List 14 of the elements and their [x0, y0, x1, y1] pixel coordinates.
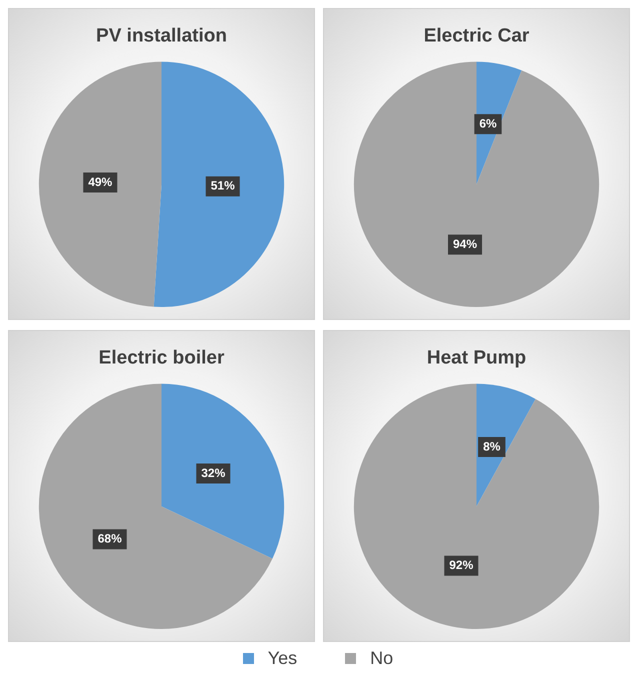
data-label: 32%	[201, 466, 226, 480]
legend-label: Yes	[268, 648, 298, 669]
legend-label: No	[370, 648, 394, 669]
data-label: 51%	[210, 178, 236, 193]
data-label: 8%	[483, 439, 501, 454]
data-label: 94%	[453, 236, 478, 251]
data-label: 49%	[88, 174, 113, 189]
chart-title: Electric boiler	[98, 348, 225, 369]
data-label: 68%	[98, 532, 122, 546]
chart-title: Electric Car	[424, 26, 530, 47]
chart-title: PV installation	[96, 26, 227, 47]
data-label: 6%	[479, 116, 497, 130]
data-label: 92%	[449, 558, 474, 572]
chart-title: Heat Pump	[426, 348, 526, 369]
